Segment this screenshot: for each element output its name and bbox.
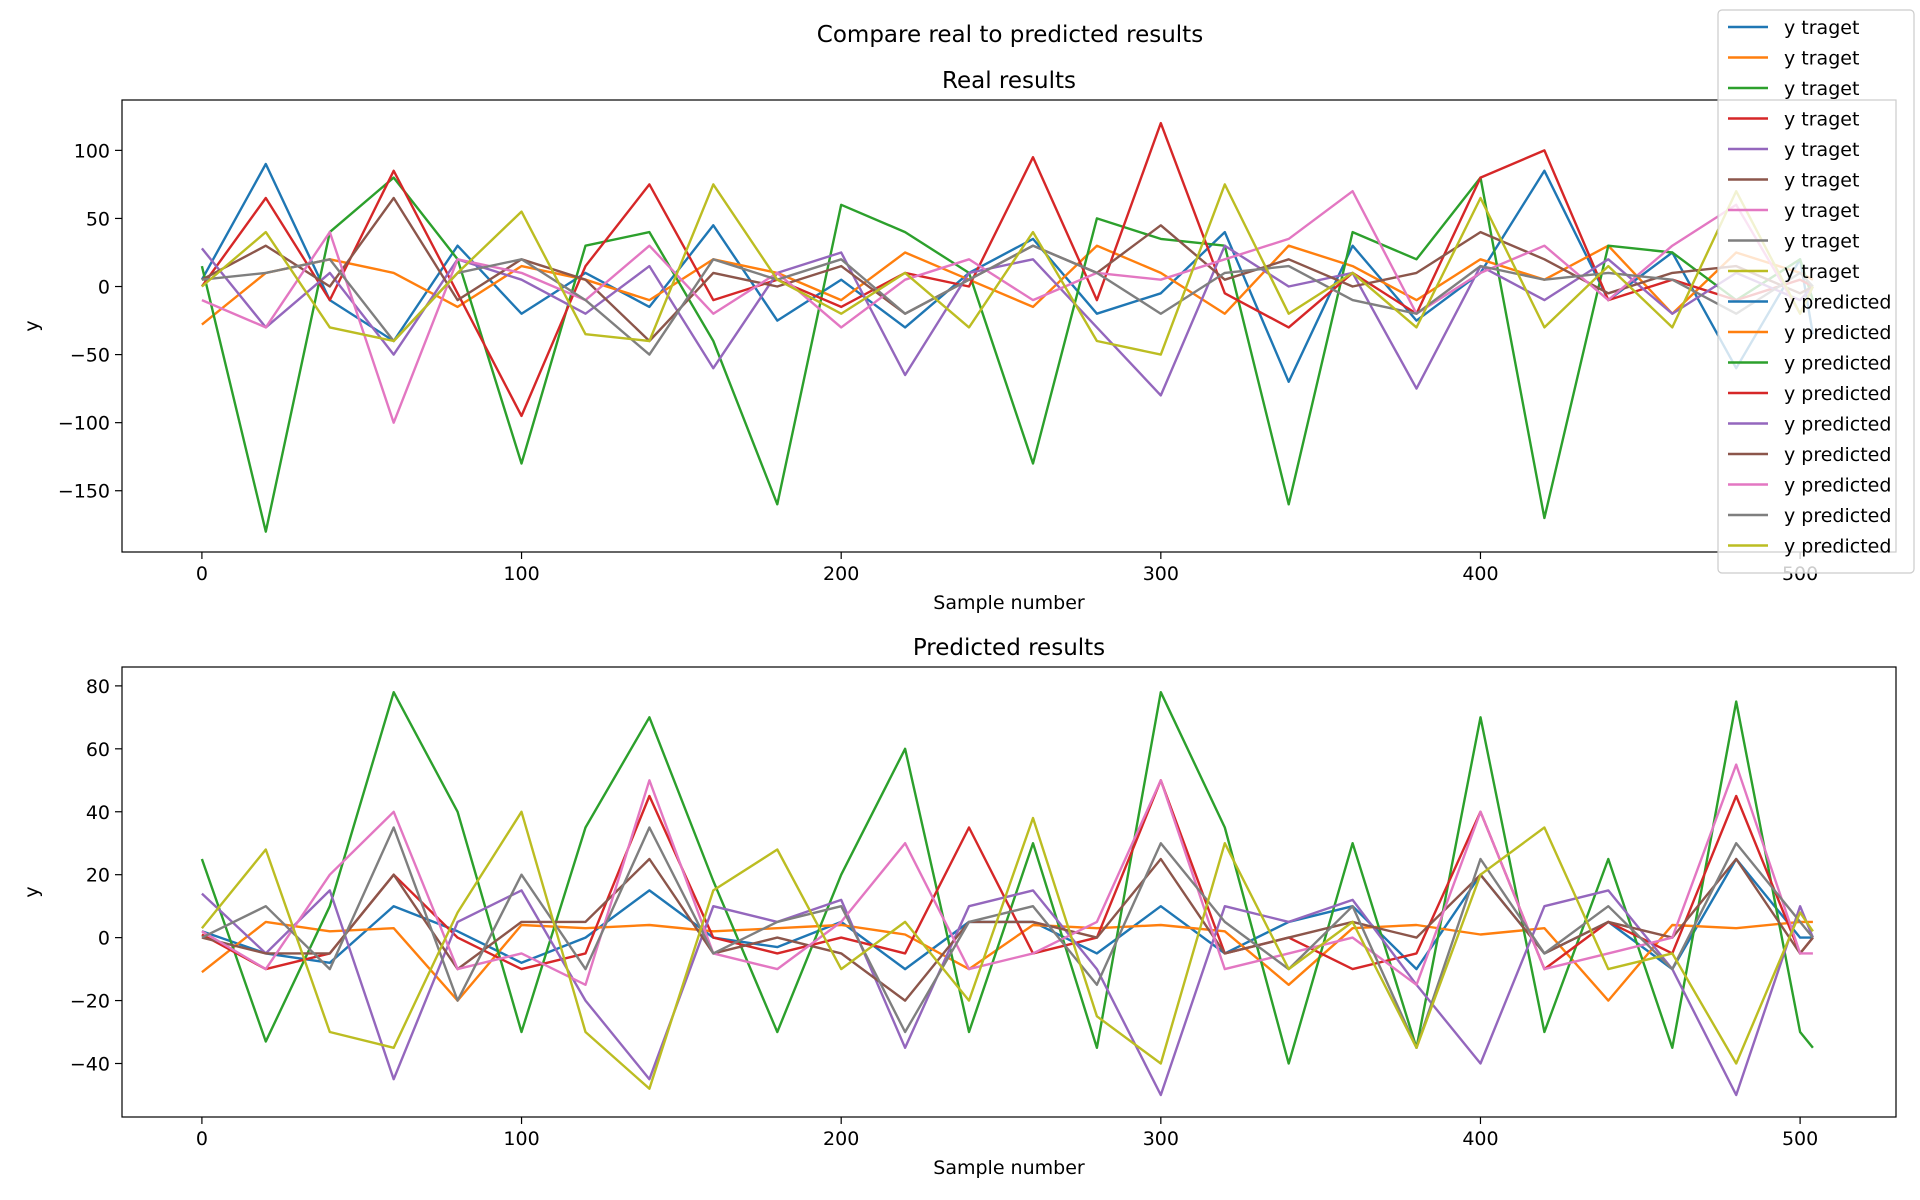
chart-2-ytick-label: 20 [86,865,110,887]
legend-label: y predicted [1784,322,1891,344]
legend-label: y traget [1784,261,1859,283]
chart-2-series-line-3 [200,691,1814,1065]
legend-label: y predicted [1784,475,1891,497]
chart-2-series-line-9 [200,810,1814,1090]
legend-label: y traget [1784,139,1859,161]
legend-label: y traget [1784,48,1859,70]
chart-2-series-line-6 [201,857,1814,1002]
chart-1-xtick-label: 100 [503,563,539,585]
chart-2-xtick-label: 500 [1782,1128,1818,1150]
chart-2-ytick-label: −40 [70,1054,110,1076]
chart-1-ytick-label: −150 [58,481,110,503]
chart-1-ytick-label: 100 [74,140,110,162]
legend-label: y predicted [1784,414,1891,436]
chart-1-series-line-8 [201,244,1814,356]
chart-1-series-line-4 [200,121,1814,418]
legend-label: y traget [1784,109,1859,131]
legend-label: y predicted [1784,292,1891,314]
chart-2-xtick-label: 400 [1462,1128,1498,1150]
chart-2-ytick-label: 40 [86,802,110,824]
chart-2-series-line-7 [201,763,1813,986]
chart-1-series-line-3 [200,176,1815,533]
chart-2-xlabel: Sample number [933,1157,1085,1179]
legend: y traget y traget y traget y traget y traget… [1717,9,1915,574]
legend-label: y predicted [1784,383,1891,405]
legend-label: y predicted [1784,444,1891,466]
chart-1-xtick-label: 200 [823,563,859,585]
chart-2-ytick-label: 80 [86,676,110,698]
legend-label: y traget [1784,231,1859,253]
chart-2: Predicted results 0 100 200 300 400 500 −40 −20 0… [21,635,1897,1179]
chart-2-series-line-2 [201,920,1813,1002]
chart-2-xtick-label: 0 [196,1128,208,1150]
chart-1-ytick-label: −100 [58,413,110,435]
legend-frame [1717,9,1915,574]
chart-1-series-line-5 [200,244,1814,397]
chart-2-xtick-label: 200 [823,1128,859,1150]
chart-1-xtick-label: 300 [1143,563,1179,585]
legend-label: y traget [1784,170,1859,192]
chart-2-ylabel: y [21,886,43,897]
chart-1-series-line-7 [201,189,1814,424]
chart-1-ytick-label: 0 [98,277,110,299]
chart-2-xtick-label: 300 [1143,1128,1179,1150]
chart-1-series-line-9 [201,183,1814,356]
legend-label: y traget [1784,78,1859,100]
chart-1-xtick-label: 400 [1462,563,1498,585]
chart-2-series-group [200,691,1815,1097]
chart-2-ytick-label: −20 [70,991,110,1013]
legend-label: y predicted [1784,353,1891,375]
chart-2-frame [121,666,1897,1118]
chart-1-ytick-label: −50 [70,345,110,367]
chart-2-ytick-label: 0 [98,928,110,950]
legend-label: y traget [1784,17,1859,39]
chart-1-series-line-2 [201,244,1814,326]
legend-label: y predicted [1784,505,1891,527]
chart-1-series-group [200,121,1815,533]
chart-1-ylabel: y [21,320,43,331]
chart-1-ytick-label: 50 [86,208,110,230]
figure-suptitle: Compare real to predicted results [817,22,1203,48]
chart-2-title: Predicted results [913,635,1105,661]
legend-label: y predicted [1784,536,1891,558]
legend-label: y traget [1784,200,1859,222]
chart-2-series-line-5 [201,889,1815,1097]
chart-2-xtick-label: 100 [503,1128,539,1150]
chart-1-xlabel: Sample number [933,592,1085,614]
chart-1-xtick-label: 0 [196,563,208,585]
chart-1-title: Real results [942,68,1076,94]
chart-2-ytick-label: 60 [86,739,110,761]
